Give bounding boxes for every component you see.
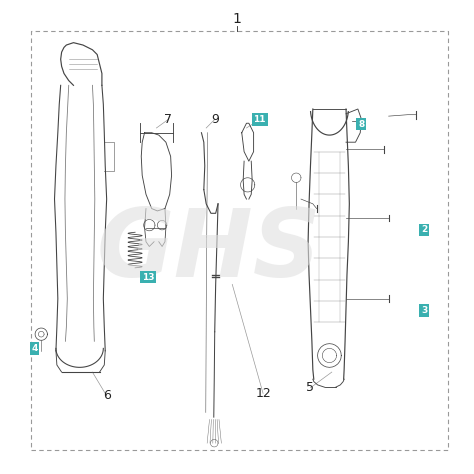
Text: 7: 7 [164, 113, 172, 126]
Text: 2: 2 [421, 226, 428, 234]
Text: 4: 4 [31, 344, 38, 353]
Text: 6: 6 [103, 389, 110, 402]
Text: 11: 11 [254, 115, 266, 124]
Text: 12: 12 [255, 387, 271, 400]
Text: 13: 13 [142, 273, 154, 282]
Text: 1: 1 [233, 12, 241, 26]
Text: GHS: GHS [96, 205, 321, 297]
Text: 5: 5 [307, 381, 314, 394]
Text: 8: 8 [358, 120, 365, 128]
Text: 3: 3 [421, 306, 428, 315]
Text: 9: 9 [211, 113, 219, 126]
